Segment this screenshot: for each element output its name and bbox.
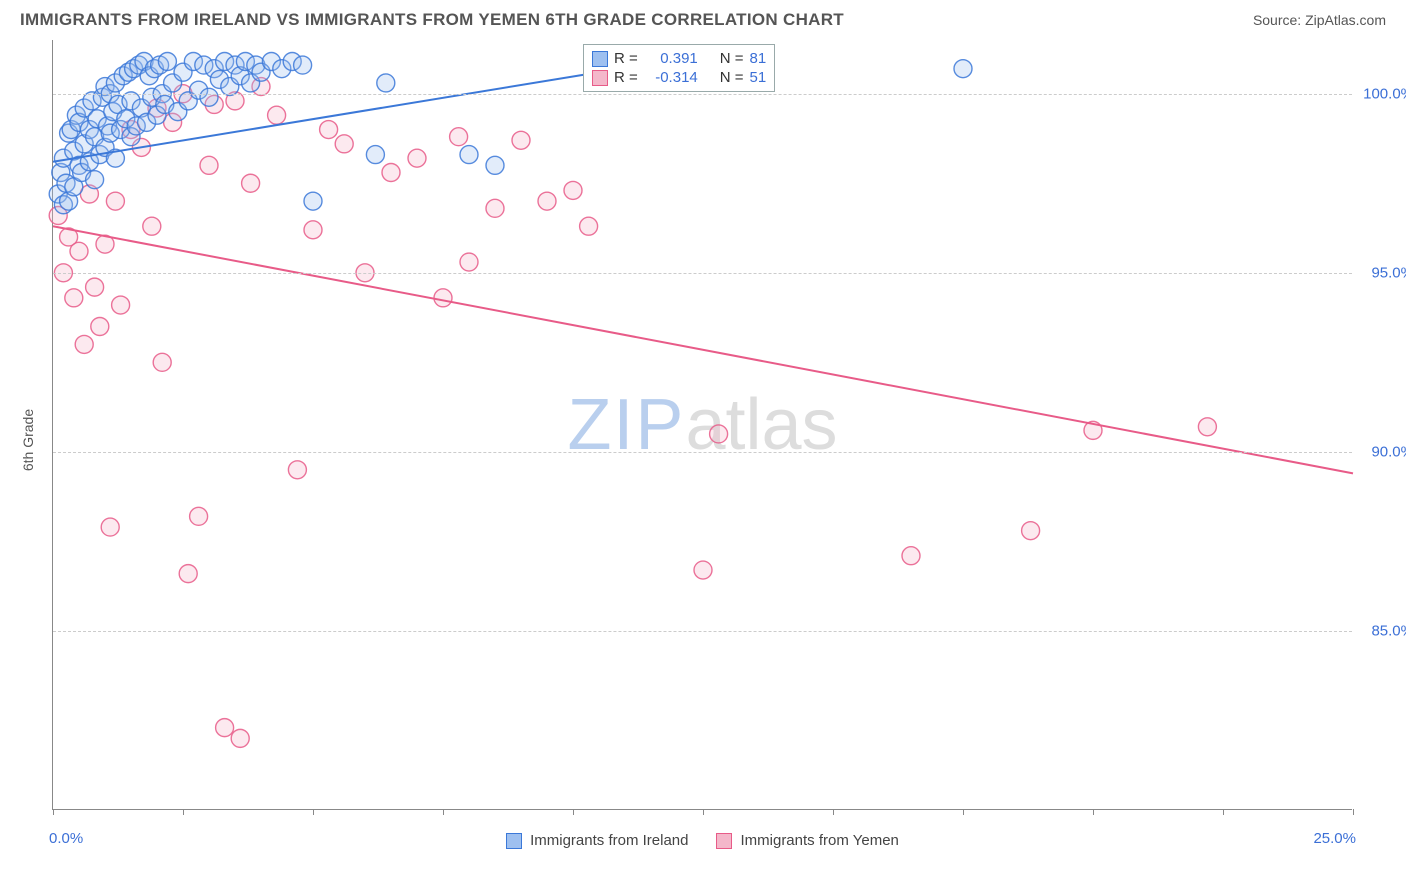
y-tick-label: 85.0% <box>1371 622 1406 639</box>
x-tick <box>963 809 964 815</box>
y-tick-label: 90.0% <box>1371 443 1406 460</box>
legend-row-ireland: R = 0.391 N = 81 <box>592 49 766 68</box>
legend-row-yemen: R = -0.314 N = 51 <box>592 68 766 87</box>
gridline-h <box>53 631 1352 632</box>
series-legend: Immigrants from Ireland Immigrants from … <box>53 832 1352 849</box>
legend-label-yemen: Immigrants from Yemen <box>740 832 898 849</box>
gridline-h <box>53 273 1352 274</box>
r-label: R = <box>614 69 638 86</box>
x-tick <box>703 809 704 815</box>
ireland-r-value: 0.391 <box>644 50 698 67</box>
x-tick <box>313 809 314 815</box>
chart-title: IMMIGRANTS FROM IRELAND VS IMMIGRANTS FR… <box>20 10 844 30</box>
yemen-r-value: -0.314 <box>644 69 698 86</box>
x-tick <box>183 809 184 815</box>
chart-plot-area: ZIPatlas R = 0.391 N = 81 R = -0.314 N =… <box>52 40 1352 810</box>
ireland-n-value: 81 <box>750 50 767 67</box>
swatch-ireland-icon <box>506 833 522 849</box>
x-tick <box>53 809 54 815</box>
swatch-ireland <box>592 51 608 67</box>
y-tick-label: 95.0% <box>1371 264 1406 281</box>
y-tick-label: 100.0% <box>1363 85 1406 102</box>
n-label: N = <box>720 50 744 67</box>
x-tick <box>1093 809 1094 815</box>
gridline-h <box>53 452 1352 453</box>
x-tick <box>573 809 574 815</box>
x-tick <box>833 809 834 815</box>
correlation-legend: R = 0.391 N = 81 R = -0.314 N = 51 <box>583 44 775 92</box>
y-axis-title: 6th Grade <box>20 409 36 471</box>
swatch-yemen <box>592 70 608 86</box>
n-label: N = <box>720 69 744 86</box>
gridline-h <box>53 94 1352 95</box>
r-label: R = <box>614 50 638 67</box>
legend-item-yemen: Immigrants from Yemen <box>716 832 898 849</box>
x-tick <box>1223 809 1224 815</box>
x-tick <box>443 809 444 815</box>
scatter-svg <box>53 40 1353 810</box>
legend-label-ireland: Immigrants from Ireland <box>530 832 688 849</box>
x-tick <box>1353 809 1354 815</box>
yemen-n-value: 51 <box>750 69 767 86</box>
source-attribution: Source: ZipAtlas.com <box>1253 12 1386 28</box>
legend-item-ireland: Immigrants from Ireland <box>506 832 688 849</box>
swatch-yemen-icon <box>716 833 732 849</box>
